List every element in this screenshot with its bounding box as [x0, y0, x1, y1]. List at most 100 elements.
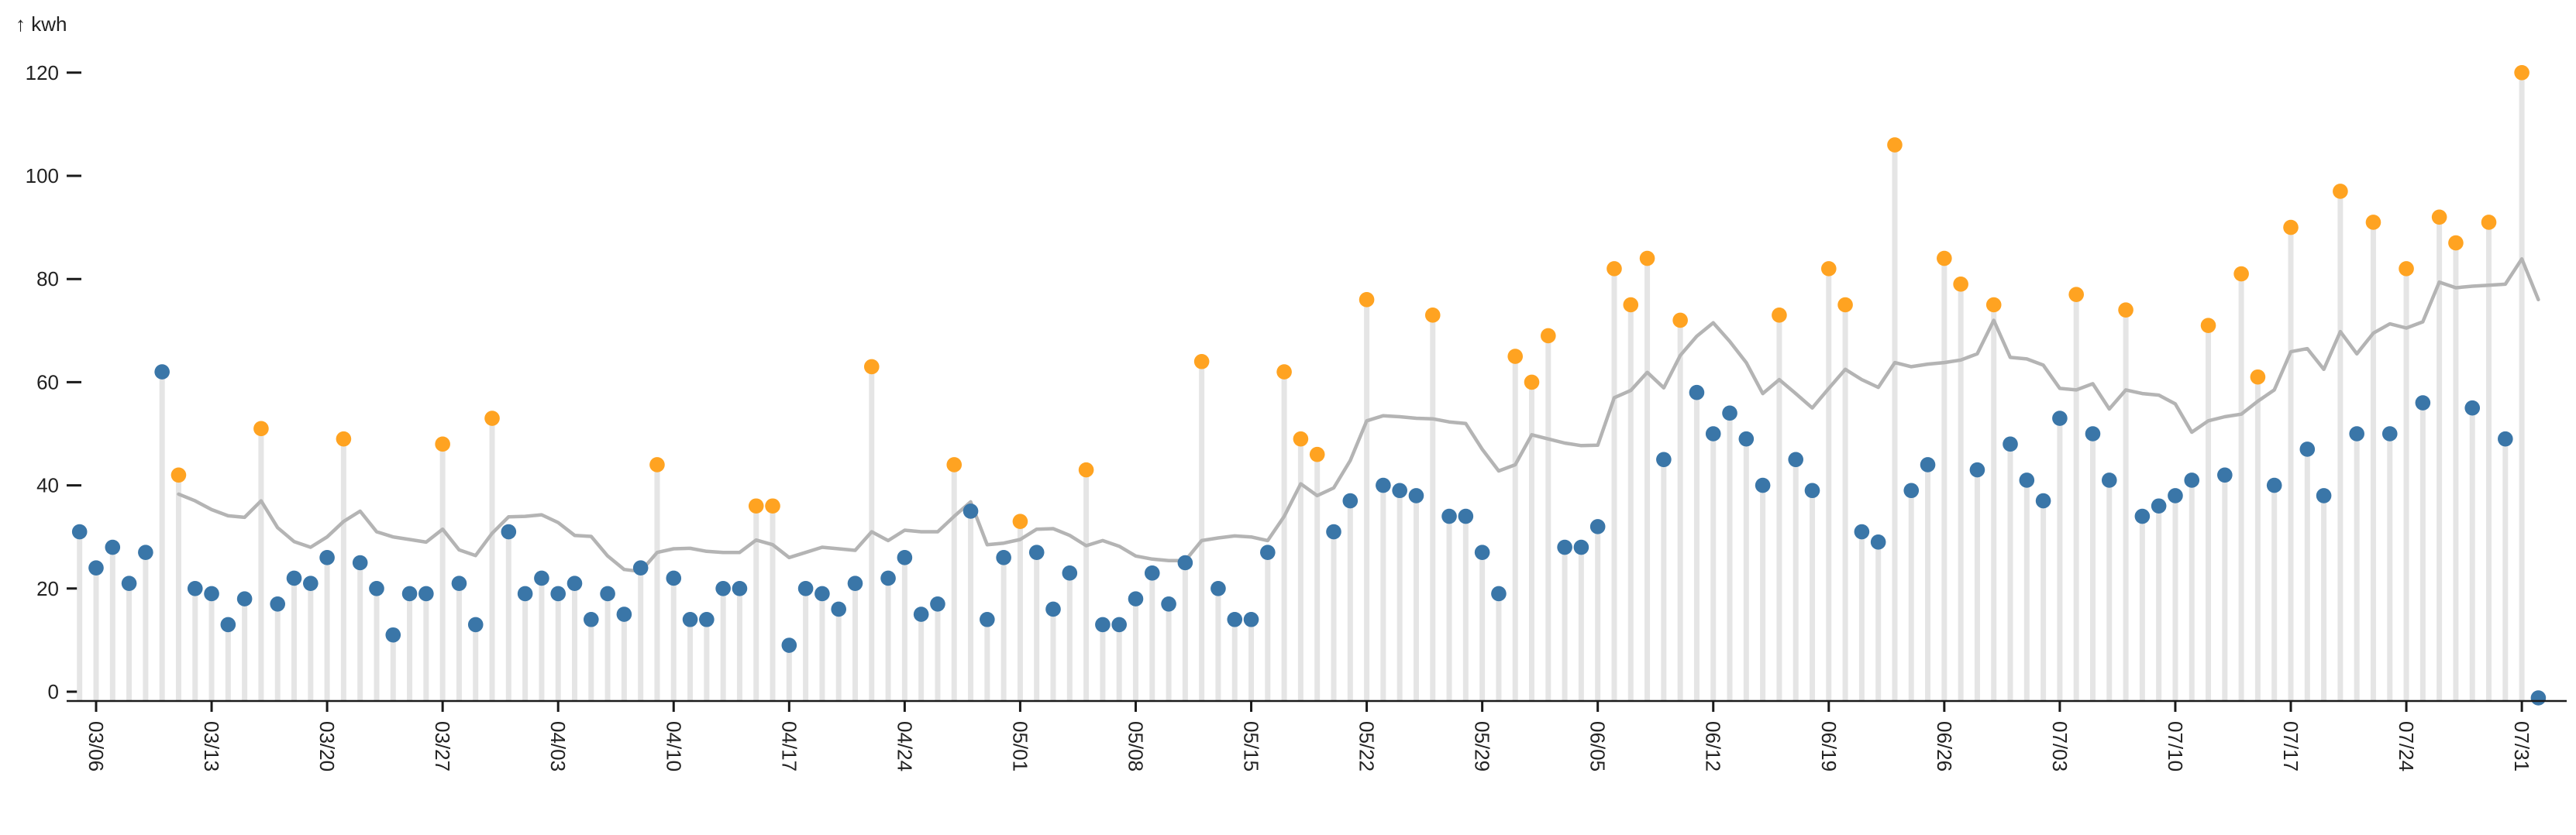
- data-point-dot: [1392, 483, 1407, 499]
- data-point-dot: [187, 581, 203, 596]
- data-point-dot: [2381, 426, 2398, 442]
- data-point-dot-high: [649, 457, 665, 472]
- data-point-dot: [980, 611, 995, 627]
- data-point-dot-high: [2233, 266, 2249, 282]
- x-tick-label: 06/05: [1586, 721, 1610, 771]
- data-point-dot: [814, 586, 830, 602]
- data-point-dot-high: [1078, 462, 1094, 478]
- y-tick-label: 120: [26, 61, 59, 84]
- data-point-dot: [352, 555, 368, 571]
- data-point-dot-high: [2399, 261, 2414, 277]
- y-tick-label: 40: [36, 474, 59, 497]
- data-point-dot-high: [2200, 318, 2216, 333]
- x-tick-label: 04/24: [893, 721, 916, 771]
- data-point-dot-high: [2283, 219, 2299, 235]
- data-point-dot: [2415, 395, 2431, 411]
- x-tick-label: 05/29: [1471, 721, 1494, 771]
- data-point-dot: [2052, 411, 2068, 426]
- data-point-dot: [2168, 488, 2183, 503]
- data-point-dot: [2316, 488, 2332, 503]
- x-tick-label: 03/13: [200, 721, 223, 771]
- data-point-dot-high: [1424, 308, 1441, 323]
- data-point-dot: [121, 576, 137, 591]
- data-point-dot: [451, 576, 467, 591]
- data-point-dot-high: [1507, 349, 1524, 364]
- x-tick-label: 07/03: [2048, 721, 2071, 771]
- data-point-dot-high: [484, 411, 500, 426]
- data-point-dot: [1557, 539, 1572, 555]
- x-tick-label: 04/17: [777, 721, 801, 771]
- data-point-dot: [2184, 472, 2200, 488]
- data-point-dot: [2101, 472, 2117, 488]
- data-point-dot: [220, 617, 236, 633]
- data-point-dot-high: [1953, 277, 1968, 292]
- data-point-dot-high: [2481, 215, 2497, 230]
- data-point-dot: [2019, 472, 2035, 488]
- x-tick-label: 06/19: [1817, 721, 1841, 771]
- data-point-dot: [1062, 565, 1078, 581]
- data-point-dot: [1738, 431, 1755, 447]
- x-tick-label: 03/27: [431, 721, 454, 771]
- data-point-dot: [1095, 617, 1111, 633]
- data-point-dot: [2349, 426, 2364, 442]
- data-point-dot: [1128, 591, 1144, 606]
- data-point-dot-high: [1639, 250, 1655, 266]
- data-point-dot: [1722, 405, 1737, 421]
- data-point-dot: [1144, 565, 1160, 581]
- data-point-dot-high: [863, 359, 880, 375]
- data-point-dot: [1243, 611, 1259, 627]
- data-point-dot: [1227, 611, 1243, 627]
- data-point-dot: [963, 503, 979, 519]
- stems-layer: [77, 72, 2541, 701]
- data-point-dot: [1260, 545, 1276, 560]
- data-point-dot-high: [1985, 297, 2002, 313]
- data-point-dot: [897, 550, 913, 565]
- data-point-dot-high: [1276, 364, 1292, 380]
- data-point-dot: [2035, 493, 2051, 509]
- data-point-dot: [831, 601, 846, 617]
- data-point-dot: [2151, 498, 2167, 514]
- data-point-dot-high: [1937, 250, 1952, 266]
- data-point-dot: [1573, 539, 1589, 555]
- data-point-dot-high: [435, 436, 450, 452]
- y-axis-unit-label: ↑ kwh: [15, 12, 67, 36]
- data-point-dot: [2266, 477, 2282, 493]
- data-point-dot: [1854, 524, 1870, 540]
- data-point-dot: [847, 576, 863, 591]
- x-tick-label: 05/22: [1355, 721, 1379, 771]
- data-point-dot: [1755, 477, 1771, 493]
- y-tick-label: 80: [36, 267, 59, 290]
- data-point-dot-high: [2068, 287, 2084, 302]
- data-point-dot-high: [1524, 374, 1540, 390]
- data-point-dot-high: [1837, 297, 1853, 313]
- data-point-dot: [1788, 452, 1804, 468]
- data-point-dot: [270, 596, 286, 612]
- data-point-dot: [550, 586, 567, 602]
- data-point-dot-high: [2431, 209, 2447, 225]
- data-point-dot: [2530, 690, 2547, 706]
- data-point-dot: [1342, 493, 1359, 509]
- data-point-dot: [930, 596, 945, 612]
- data-point-dot: [1589, 519, 1606, 534]
- data-point-dot-high: [1820, 261, 1837, 277]
- data-point-dot-high: [2514, 65, 2530, 81]
- data-point-dot-high: [1012, 514, 1028, 530]
- dots-layer: [71, 65, 2547, 706]
- data-point-dot-high: [1293, 431, 1309, 447]
- data-point-dot-high: [2333, 184, 2348, 199]
- y-tick-label: 100: [26, 164, 59, 187]
- data-point-dot: [1656, 452, 1672, 468]
- data-point-dot: [385, 627, 401, 643]
- data-point-dot: [517, 586, 533, 602]
- data-point-dot: [567, 576, 583, 591]
- data-point-dot-high: [1541, 328, 1556, 344]
- data-point-dot: [913, 606, 929, 622]
- data-point-dot: [467, 617, 484, 633]
- data-point-dot-high: [765, 498, 780, 514]
- data-point-dot: [204, 586, 219, 602]
- data-point-dot: [781, 637, 797, 653]
- x-tick-label: 07/17: [2279, 721, 2302, 771]
- data-point-dot: [1870, 534, 1886, 550]
